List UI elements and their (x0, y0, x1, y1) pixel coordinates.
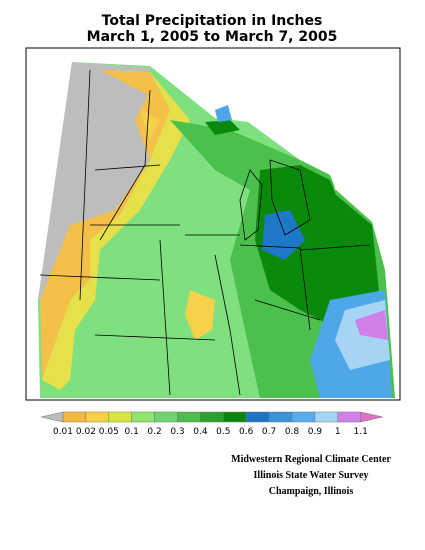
legend-label: 0.3 (170, 427, 184, 437)
credit: Champaign, Illinois (269, 486, 354, 497)
legend-swatch (268, 411, 293, 423)
legend-swatch (108, 411, 132, 423)
legend-swatch (200, 411, 224, 423)
state-lines (39, 69, 371, 396)
legend-swatch (337, 411, 361, 423)
outside-area (330, 120, 352, 190)
legend: 0.01 0.02 0.05 0.1 0.2 0.3 0.4 0.5 0.6 0.7 0.8 0.9 1… (40, 411, 383, 437)
legend-label: 0.02 (76, 427, 96, 437)
lake-outline (239, 159, 311, 241)
legend-label: 0.01 (53, 427, 73, 437)
legend-label: 0.05 (99, 427, 119, 437)
credit: Illinois State Water Survey (254, 470, 369, 481)
precip-yellow-spot (140, 110, 215, 340)
legend-label: 0.5 (216, 427, 230, 437)
legend-swatch (223, 411, 247, 423)
legend-swatch (314, 411, 339, 423)
legend-swatch (62, 411, 87, 423)
legend-label: 0.4 (193, 427, 208, 437)
legend-label: 0.2 (147, 427, 161, 437)
legend-swatch (291, 411, 316, 423)
legend-label: 1 (335, 427, 341, 437)
legend-label: 1.1 (354, 427, 368, 437)
title-line: Total Precipitation in Inches (102, 13, 323, 29)
legend-end (360, 411, 383, 423)
precip-yellow (42, 72, 190, 390)
legend-label: 0.1 (125, 427, 139, 437)
precip-blue-north (215, 105, 232, 122)
precip-darkgreen-north (205, 120, 240, 135)
legend-swatch (85, 411, 110, 423)
map-frame (25, 47, 401, 401)
legend-label: 0.6 (239, 427, 254, 437)
precip-darkgreen (255, 165, 380, 330)
legend-swatch (177, 411, 201, 423)
legend-swatch (131, 411, 155, 423)
map (25, 47, 401, 401)
credit: Midwestern Regional Climate Center (231, 454, 391, 465)
legend-swatch (154, 411, 178, 423)
precip-gray (38, 62, 150, 300)
title-line: March 1, 2005 to March 7, 2005 (87, 29, 338, 45)
legend-swatch (245, 411, 270, 423)
precip-purple (355, 310, 388, 340)
legend-label: 0.9 (308, 427, 323, 437)
legend-label: 0.7 (262, 427, 276, 437)
legend-label: 0.8 (285, 427, 300, 437)
